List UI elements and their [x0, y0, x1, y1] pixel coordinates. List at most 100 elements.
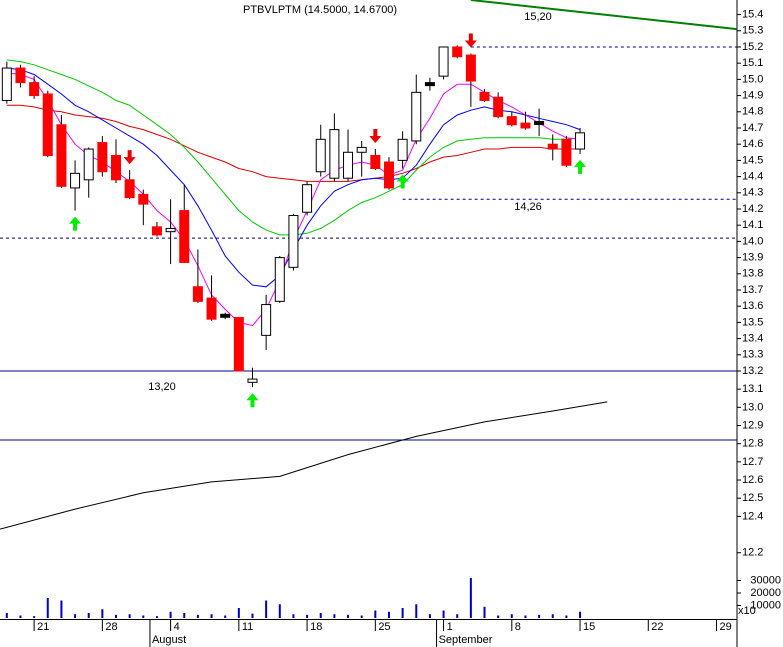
volume-unit-label: x10 — [738, 605, 756, 617]
candle-body — [15, 67, 26, 84]
candle-body — [520, 122, 531, 129]
candle-body — [343, 151, 354, 179]
volume-bar — [551, 614, 554, 618]
y-tick-label: 15.1 — [742, 57, 763, 69]
candle-body — [329, 129, 340, 179]
level-label: 13,20 — [148, 381, 176, 393]
candle-body — [83, 148, 94, 181]
candle-body — [356, 146, 367, 153]
volume-bar — [497, 615, 500, 618]
y-tick-label: 15.3 — [742, 25, 763, 37]
volume-bar — [456, 614, 459, 618]
candle-body — [506, 116, 517, 126]
candle-body — [465, 54, 476, 82]
y-tick-label: 14.1 — [742, 219, 763, 231]
candle-body — [424, 82, 435, 87]
moving-average — [6, 104, 580, 182]
buy-arrow — [396, 174, 409, 189]
sell-arrow — [369, 129, 382, 144]
x-tick-label: 11 — [242, 621, 253, 633]
candle-body — [397, 138, 408, 161]
volume-bar — [442, 610, 445, 618]
y-tick-label: 12.2 — [742, 547, 763, 559]
chart-title: PTBVLPTM (14.5000, 14.6700) — [243, 4, 397, 16]
candle-body — [151, 226, 162, 236]
y-tick-label: 14.8 — [742, 106, 763, 118]
y-tick-label: 14.5 — [742, 154, 763, 166]
volume-bar — [469, 578, 472, 618]
volume-bar — [196, 614, 199, 618]
volume-bar — [538, 614, 541, 618]
volume-bar — [128, 614, 131, 618]
candle-body — [534, 121, 545, 126]
x-tick-label: 22 — [651, 621, 663, 633]
candle-body — [138, 193, 149, 205]
volume-bar — [333, 614, 336, 618]
volume-bar — [401, 608, 404, 618]
x-tick-label: 1 — [447, 621, 453, 633]
candle-body — [438, 46, 449, 77]
trendline — [470, 0, 738, 31]
candle-body — [206, 297, 217, 320]
month-label: September — [439, 634, 493, 646]
candle-body — [493, 96, 504, 118]
x-tick-label: 8 — [515, 621, 521, 633]
y-tick-label: 12.8 — [742, 438, 763, 450]
y-tick-label: 14.4 — [742, 170, 763, 182]
y-tick-label: 13.7 — [742, 284, 763, 296]
candle-body — [315, 138, 326, 173]
volume-bar — [374, 610, 377, 618]
y-tick-label: 12.7 — [742, 456, 763, 468]
volume-bar — [251, 613, 254, 618]
buy-arrow — [246, 393, 259, 408]
candle-body — [192, 286, 203, 302]
candle-body — [547, 143, 558, 150]
indicator-line — [0, 401, 608, 530]
x-tick-label: 28 — [105, 621, 117, 633]
volume-bar — [224, 615, 227, 618]
volume-bar — [347, 614, 350, 618]
x-tick-label: 21 — [37, 621, 49, 633]
candle-body — [111, 155, 122, 181]
y-tick-label: 15.2 — [742, 41, 763, 53]
y-tick-label: 12.6 — [742, 474, 763, 486]
candle-body — [479, 91, 490, 101]
candle-body — [220, 313, 231, 318]
volume-bar — [46, 598, 49, 618]
volume-bar — [565, 615, 568, 618]
volume-bar — [579, 611, 582, 618]
candle-body — [575, 132, 586, 150]
candle-body — [179, 210, 190, 263]
volume-bar — [524, 615, 527, 618]
candle-body — [274, 257, 285, 302]
candle-body — [70, 172, 81, 189]
candle-body — [302, 184, 313, 213]
volume-bar — [169, 611, 172, 618]
y-tick-label: 14.0 — [742, 235, 763, 247]
candle-body — [29, 82, 40, 97]
month-label: August — [152, 634, 186, 646]
x-tick-label: 29 — [720, 621, 732, 633]
volume-bar — [428, 614, 431, 618]
candle-body — [233, 317, 244, 372]
candle-body — [97, 142, 108, 173]
y-tick-label: 14.7 — [742, 122, 763, 134]
volume-bar — [306, 614, 309, 618]
y-tick-label: 10000 — [750, 599, 781, 611]
x-tick-label: 4 — [174, 621, 180, 633]
y-tick-label: 13.2 — [742, 365, 763, 377]
candle-body — [56, 124, 67, 187]
sell-arrow — [123, 150, 136, 165]
y-tick-label: 13.9 — [742, 252, 763, 264]
x-tick-label: 15 — [583, 621, 595, 633]
volume-bar — [155, 616, 158, 618]
volume-bar — [33, 616, 36, 618]
candle-body — [370, 155, 381, 169]
volume-bar — [483, 606, 486, 618]
level-label: 14,26 — [514, 201, 542, 213]
y-tick-label: 12.5 — [742, 492, 763, 504]
y-tick-label: 30000 — [750, 574, 781, 586]
volume-bar — [183, 613, 186, 618]
